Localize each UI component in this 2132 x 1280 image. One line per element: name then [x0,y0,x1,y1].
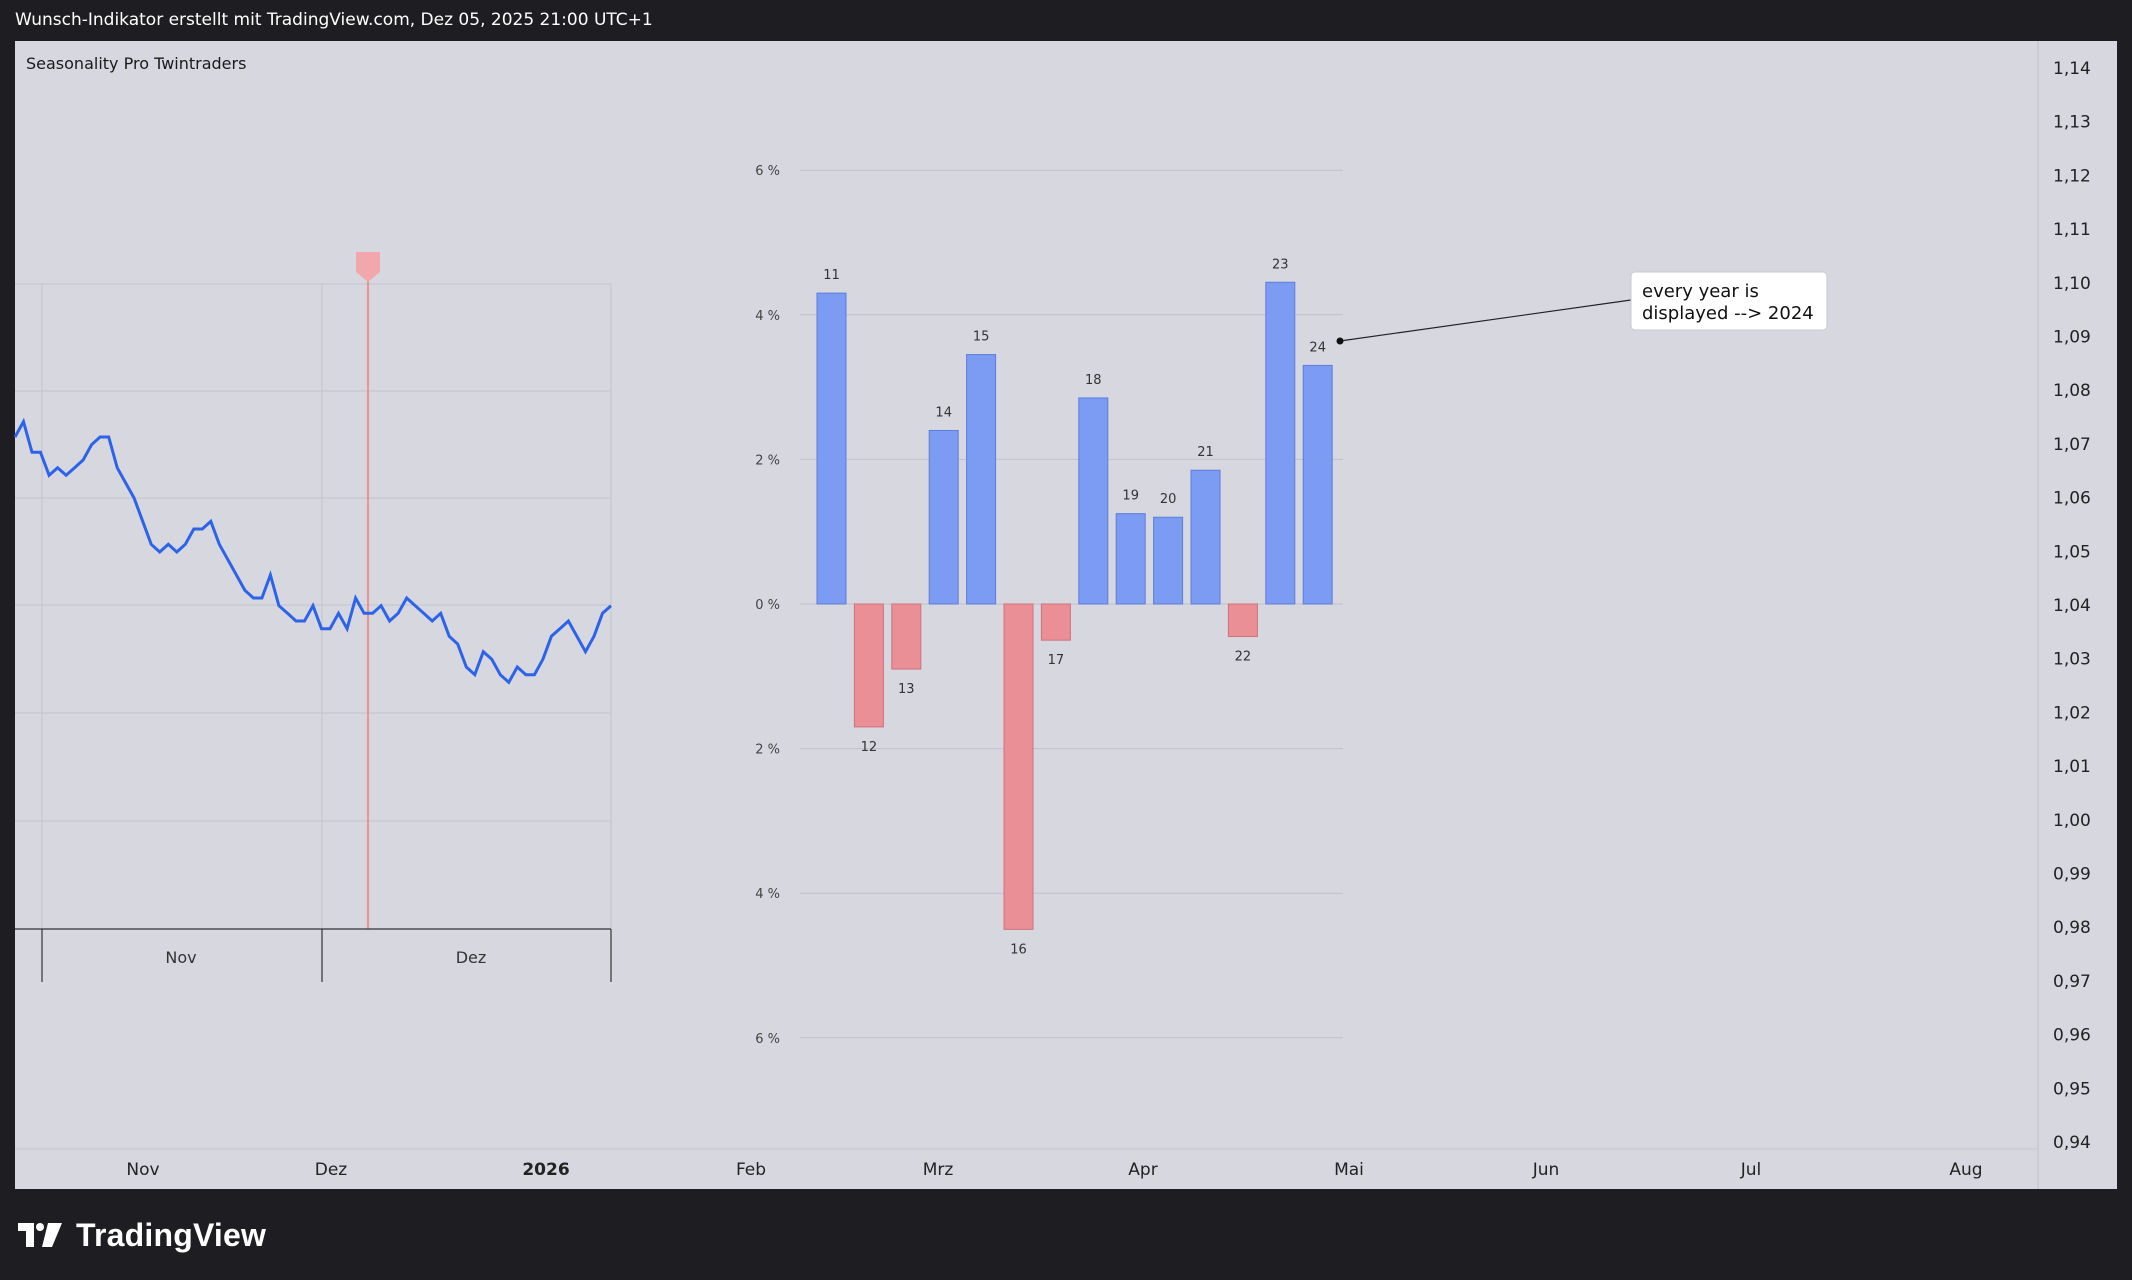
bar-18 [1078,397,1109,605]
price-tick-label: 1,01 [2053,757,2091,777]
callout-anchor-dot [1336,337,1344,345]
price-tick-label: 1,03 [2053,650,2091,670]
bar-17 [1040,603,1071,641]
bar-label: 21 [1197,445,1214,460]
bar-y-tick-label: 0 % [755,598,780,613]
seasonality-line-chart: Nov Dez [13,252,612,982]
price-tick-label: 0,98 [2053,918,2091,938]
bar-15 [966,354,997,605]
price-tick-label: 0,95 [2053,1079,2091,1099]
bar-label: 14 [935,405,952,420]
annotation-callout[interactable]: every year is displayed --> 2024 [1336,271,1828,345]
time-tick-label: Feb [736,1160,766,1180]
price-tick-label: 1,14 [2053,59,2091,79]
bar-label: 13 [898,682,915,697]
bar-19 [1115,513,1146,605]
bar-label: 18 [1085,373,1102,388]
bar-label: 17 [1048,653,1065,668]
bar-y-tick-label: 6 % [755,1032,780,1047]
price-tick-label: 0,97 [2053,972,2091,992]
callout-connector [1339,299,1632,342]
bar-21 [1190,469,1221,605]
price-tick-label: 1,10 [2053,274,2091,294]
time-tick-label: Mrz [923,1160,954,1180]
bar-20 [1153,516,1184,605]
time-axis[interactable]: Nov Dez 2026 Feb Mrz Apr Mai Jun Jul Aug [126,1160,1982,1180]
price-tick-label: 1,06 [2053,489,2091,509]
time-tick-label: Nov [126,1160,159,1180]
bar-label: 19 [1122,489,1139,504]
bar-label: 23 [1272,257,1289,272]
current-date-marker-flag [356,252,380,282]
indicator-title[interactable]: Seasonality Pro Twintraders [26,54,246,73]
price-tick-label: 0,96 [2053,1026,2091,1046]
bar-y-tick-label: 4 % [755,887,780,902]
bar-label: 15 [973,330,990,345]
bar-14 [928,429,959,605]
price-tick-label: 1,07 [2053,435,2091,455]
bar-y-tick-label: 2 % [755,743,780,758]
price-tick-label: 1,04 [2053,596,2091,616]
bar-chart-grid: 6 % 4 % 2 % 0 % 2 % 4 % 6 % [755,164,1343,1047]
bar-label: 22 [1235,650,1252,665]
time-tick-label: Mai [1334,1160,1364,1180]
time-tick-label: 2026 [522,1160,569,1180]
bar-label: 20 [1160,492,1177,507]
bar-label: 24 [1309,340,1326,355]
time-tick-label: Jun [1532,1160,1560,1180]
bar-11 [816,292,847,605]
tradingview-logo[interactable]: TradingView [18,1214,266,1256]
callout-line-2: displayed --> 2024 [1642,303,1814,324]
time-tick-label: Aug [1949,1160,1982,1180]
price-tick-label: 1,08 [2053,381,2091,401]
bar-y-tick-label: 6 % [755,164,780,179]
mini-month-label: Nov [165,948,196,967]
seasonality-line [13,417,612,685]
bar-22 [1227,603,1258,638]
price-tick-label: 1,12 [2053,166,2091,186]
mini-chart-month-axis: Nov Dez [15,928,612,982]
time-tick-label: Jul [1740,1160,1762,1180]
bar-series: 11 12 13 14 15 16 17 18 19 20 21 22 23 24 [816,257,1333,957]
bar-label: 12 [861,740,878,755]
snapshot-caption: Wunsch-Indikator erstellt mit TradingVie… [15,10,653,30]
bar-24 [1302,364,1333,605]
price-tick-label: 1,09 [2053,328,2091,348]
top-bar: Wunsch-Indikator erstellt mit TradingVie… [0,0,2132,41]
tradingview-brand-text: TradingView [76,1216,267,1253]
bar-y-tick-label: 2 % [755,453,780,468]
tradingview-logo-icon [18,1223,62,1247]
bar-13 [891,603,922,670]
mini-month-label: Dez [456,948,487,967]
price-tick-label: 1,02 [2053,703,2091,723]
bar-label: 16 [1010,942,1027,957]
bar-label: 11 [823,268,840,283]
price-tick-label: 1,05 [2053,542,2091,562]
bar-23 [1265,281,1296,605]
bar-y-tick-label: 4 % [755,309,780,324]
price-tick-label: 1,13 [2053,113,2091,133]
time-tick-label: Apr [1128,1160,1157,1180]
price-axis[interactable]: 1,14 1,13 1,12 1,11 1,10 1,09 1,08 1,07 1,06 1,05… [2053,59,2091,1153]
time-tick-label: Dez [315,1160,348,1180]
price-tick-label: 1,11 [2053,220,2091,240]
price-tick-label: 0,99 [2053,865,2091,885]
callout-line-1: every year is [1642,281,1759,302]
price-tick-label: 0,94 [2053,1133,2091,1153]
callout-box [1630,271,1828,331]
price-tick-label: 1,00 [2053,811,2091,831]
bar-16 [1003,603,1034,930]
yearly-return-bar-chart: 6 % 4 % 2 % 0 % 2 % 4 % 6 % 11 12 13 14 15 16 17 18 19… [755,164,1343,1047]
bar-12 [853,603,884,728]
